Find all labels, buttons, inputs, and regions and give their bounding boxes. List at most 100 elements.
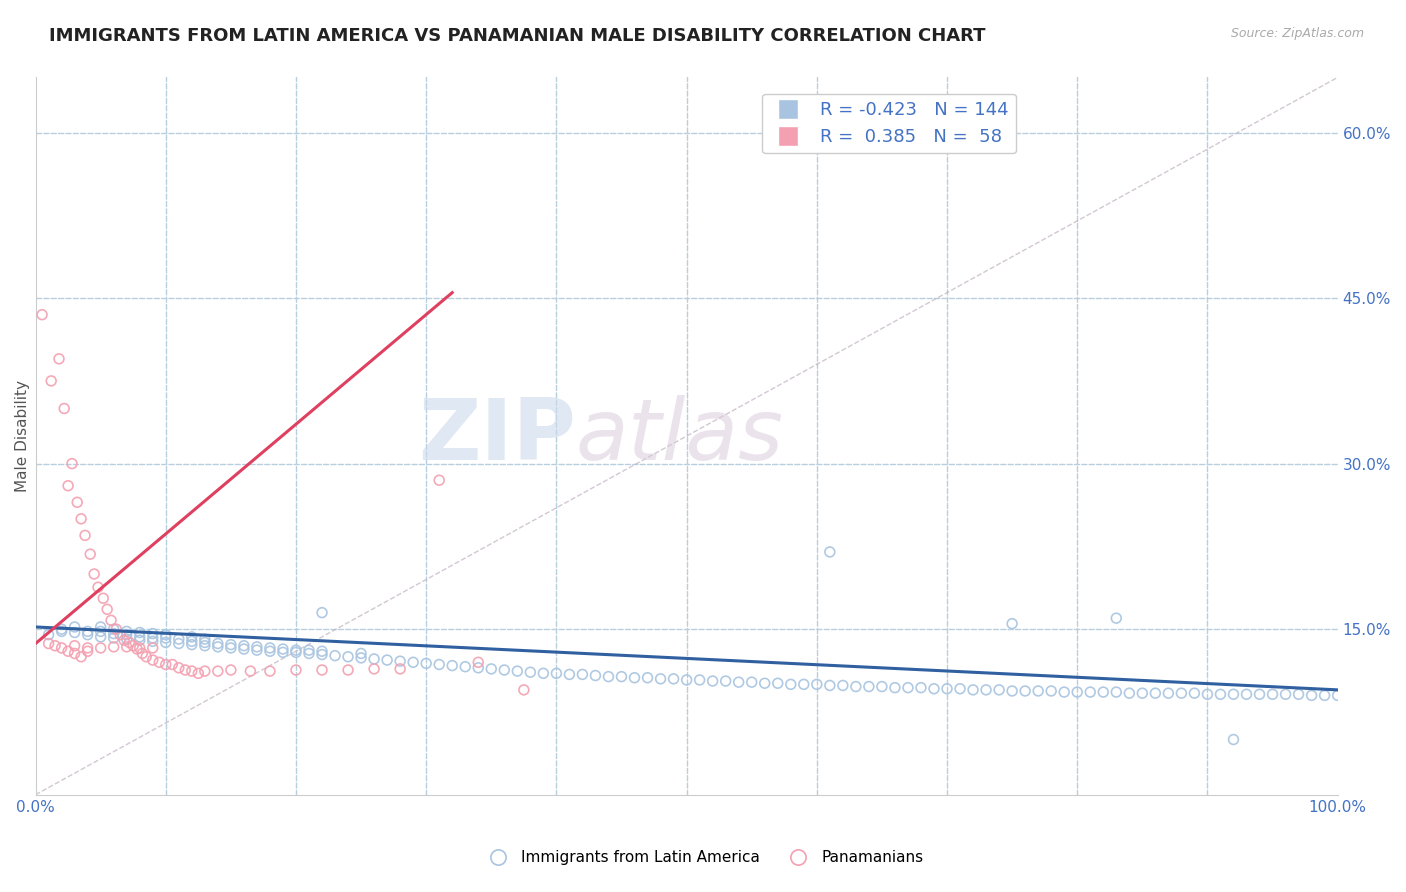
Point bbox=[180, 630, 202, 644]
Point bbox=[415, 657, 437, 671]
Point bbox=[142, 631, 165, 645]
Point bbox=[689, 673, 711, 687]
Point bbox=[494, 663, 516, 677]
Point bbox=[1313, 689, 1336, 703]
Point bbox=[610, 670, 633, 684]
Point bbox=[76, 628, 98, 642]
Point bbox=[818, 678, 841, 692]
Point bbox=[232, 642, 254, 657]
Point bbox=[112, 633, 135, 648]
Point bbox=[70, 649, 93, 664]
Point bbox=[31, 308, 53, 322]
Point bbox=[135, 649, 157, 664]
Point bbox=[585, 668, 607, 682]
Point bbox=[962, 682, 984, 697]
Point bbox=[239, 664, 262, 678]
Point bbox=[194, 635, 217, 649]
Point bbox=[1105, 611, 1128, 625]
Point bbox=[884, 681, 907, 695]
Point bbox=[155, 657, 177, 672]
Point bbox=[1078, 685, 1101, 699]
Point bbox=[766, 676, 789, 690]
Point bbox=[1184, 686, 1206, 700]
Point bbox=[79, 547, 101, 561]
Point bbox=[558, 667, 581, 681]
Point bbox=[122, 639, 145, 653]
Point bbox=[974, 682, 997, 697]
Point bbox=[1040, 684, 1063, 698]
Point bbox=[727, 675, 749, 690]
Point bbox=[1118, 686, 1140, 700]
Point bbox=[571, 667, 593, 681]
Point bbox=[259, 664, 281, 678]
Point bbox=[298, 643, 321, 657]
Point bbox=[207, 636, 229, 650]
Point bbox=[115, 628, 138, 642]
Point bbox=[337, 663, 360, 677]
Point bbox=[1261, 687, 1284, 701]
Point bbox=[1288, 687, 1310, 701]
Point bbox=[1001, 616, 1024, 631]
Point bbox=[103, 622, 125, 636]
Point bbox=[598, 670, 620, 684]
Point bbox=[162, 657, 184, 672]
Point bbox=[103, 626, 125, 640]
Point bbox=[155, 631, 177, 645]
Point bbox=[271, 642, 294, 657]
Point bbox=[219, 640, 242, 655]
Point bbox=[467, 661, 489, 675]
Point bbox=[936, 681, 959, 696]
Point bbox=[1236, 687, 1258, 701]
Point bbox=[91, 591, 114, 606]
Point bbox=[1301, 689, 1323, 703]
Point bbox=[142, 640, 165, 655]
Point bbox=[115, 632, 138, 646]
Point bbox=[1092, 685, 1115, 699]
Point bbox=[194, 632, 217, 646]
Point bbox=[271, 645, 294, 659]
Point bbox=[1222, 687, 1244, 701]
Point bbox=[148, 655, 170, 669]
Point bbox=[922, 681, 945, 696]
Point bbox=[51, 640, 73, 655]
Point bbox=[63, 620, 86, 634]
Point bbox=[1014, 684, 1036, 698]
Point bbox=[174, 663, 197, 677]
Point bbox=[96, 602, 118, 616]
Point bbox=[207, 640, 229, 654]
Point bbox=[531, 666, 554, 681]
Point bbox=[180, 638, 202, 652]
Point bbox=[76, 644, 98, 658]
Point bbox=[806, 677, 828, 691]
Text: Source: ZipAtlas.com: Source: ZipAtlas.com bbox=[1230, 27, 1364, 40]
Text: atlas: atlas bbox=[576, 394, 785, 477]
Point bbox=[90, 630, 112, 644]
Point bbox=[519, 665, 541, 680]
Point bbox=[793, 677, 815, 691]
Point bbox=[76, 640, 98, 655]
Point bbox=[48, 351, 70, 366]
Point bbox=[1209, 687, 1232, 701]
Point bbox=[259, 640, 281, 655]
Point bbox=[105, 622, 128, 636]
Point bbox=[323, 648, 346, 663]
Point bbox=[1105, 685, 1128, 699]
Point bbox=[1197, 687, 1219, 701]
Point bbox=[1274, 687, 1296, 701]
Point bbox=[441, 658, 464, 673]
Point bbox=[1144, 686, 1167, 700]
Point bbox=[311, 644, 333, 658]
Point bbox=[363, 662, 385, 676]
Point bbox=[118, 635, 141, 649]
Point bbox=[1001, 684, 1024, 698]
Point bbox=[128, 625, 150, 640]
Point bbox=[63, 625, 86, 640]
Point bbox=[246, 640, 269, 654]
Legend: Immigrants from Latin America, Panamanians: Immigrants from Latin America, Panamania… bbox=[477, 844, 929, 871]
Point bbox=[513, 682, 536, 697]
Point bbox=[506, 664, 529, 678]
Point bbox=[1066, 685, 1088, 699]
Text: IMMIGRANTS FROM LATIN AMERICA VS PANAMANIAN MALE DISABILITY CORRELATION CHART: IMMIGRANTS FROM LATIN AMERICA VS PANAMAN… bbox=[49, 27, 986, 45]
Point bbox=[167, 661, 190, 675]
Point bbox=[39, 374, 62, 388]
